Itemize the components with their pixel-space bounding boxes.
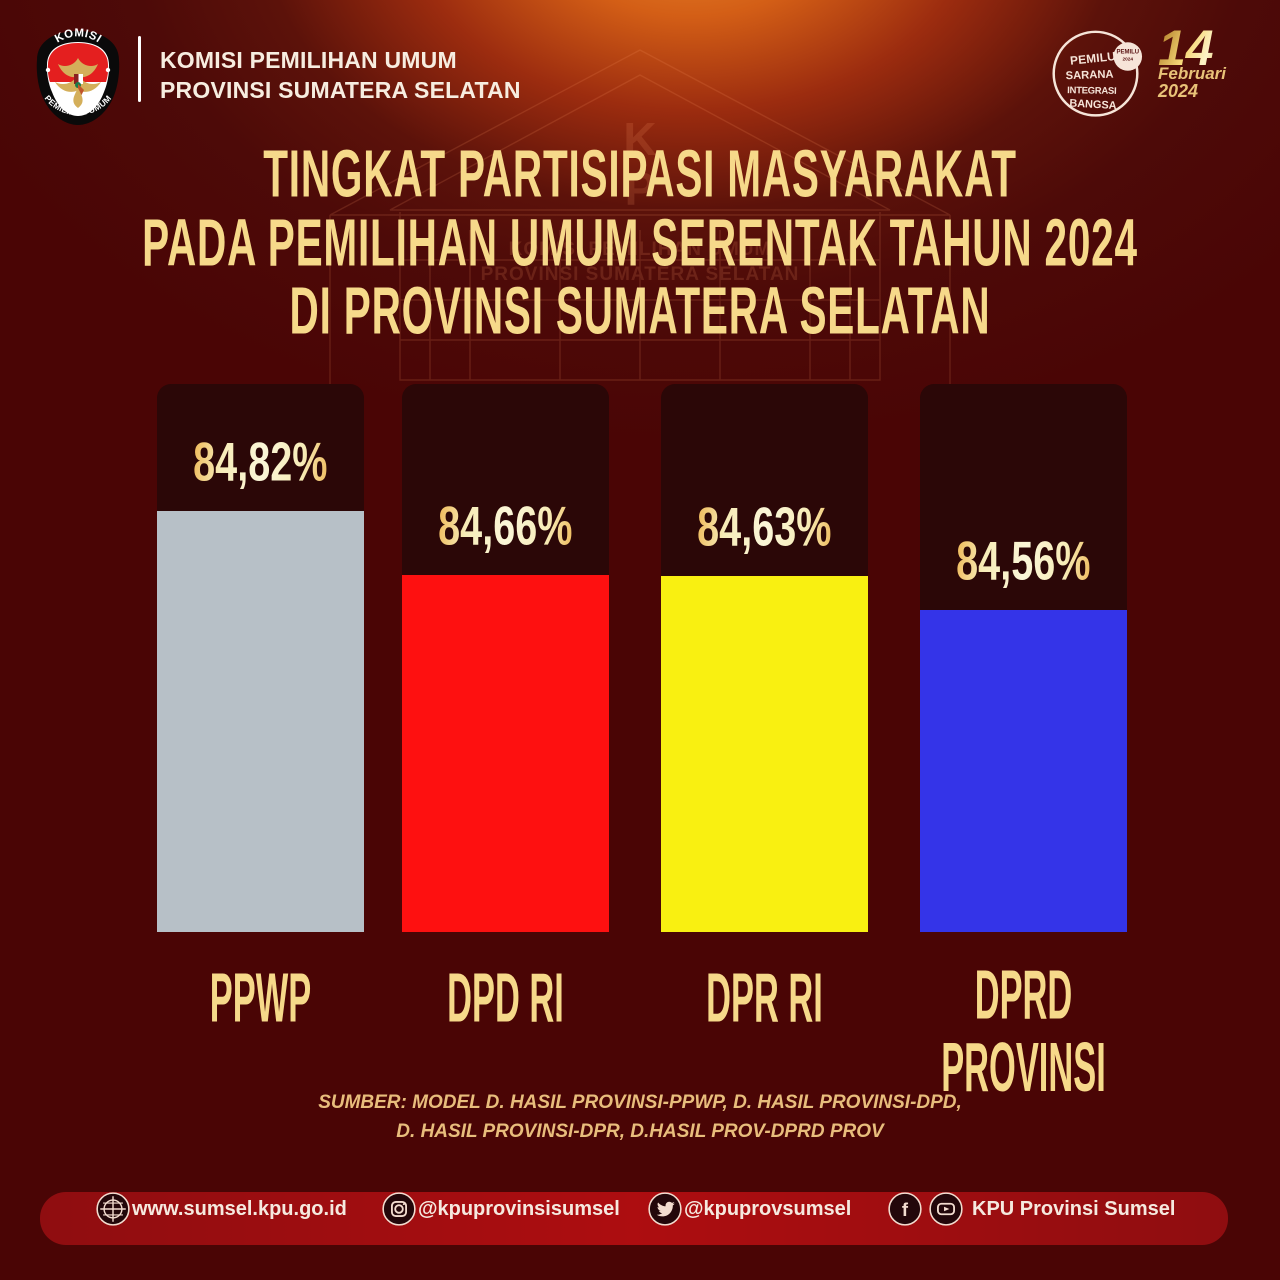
svg-text:f: f [902, 1199, 909, 1220]
